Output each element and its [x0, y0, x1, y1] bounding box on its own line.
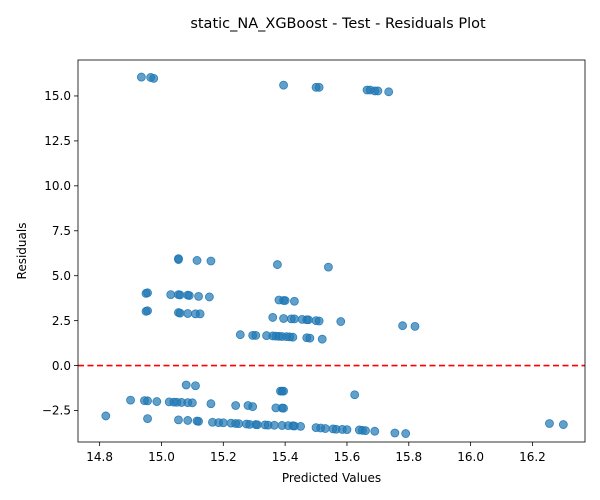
residual-point: [545, 419, 554, 428]
residual-point: [370, 426, 380, 436]
residual-point: [187, 398, 197, 408]
residual-point: [279, 314, 288, 323]
residual-point: [174, 415, 183, 425]
residual-point: [143, 396, 152, 406]
residual-point: [126, 395, 135, 405]
residual-point: [279, 403, 288, 413]
residual-point: [320, 424, 330, 433]
residual-point: [234, 419, 244, 429]
y-tick-label: 12.5: [44, 134, 71, 148]
residual-point: [272, 260, 282, 269]
y-axis-label: Residuals: [15, 223, 29, 280]
x-tick-label: 16.0: [457, 450, 484, 464]
y-tick-label: 10.0: [44, 179, 71, 193]
residual-point: [251, 330, 261, 340]
x-tick-label: 15.8: [395, 450, 422, 464]
residual-point: [401, 429, 411, 438]
residual-point: [268, 313, 278, 322]
residual-point: [206, 399, 216, 409]
residual-point: [231, 401, 241, 410]
residual-point: [192, 256, 202, 265]
residual-point: [305, 333, 315, 343]
residual-point: [350, 390, 360, 400]
residual-point: [384, 87, 394, 97]
residual-point: [141, 306, 151, 316]
y-tick-label: −2.5: [42, 404, 71, 418]
residual-point: [324, 262, 333, 272]
residual-point: [558, 420, 568, 429]
residual-point: [191, 381, 200, 391]
residual-point: [390, 428, 400, 438]
residual-point: [194, 416, 203, 426]
x-tick-label: 16.2: [519, 450, 546, 464]
residual-point: [303, 315, 313, 325]
residual-point: [361, 426, 370, 436]
residual-point: [166, 290, 176, 299]
residual-point: [373, 86, 383, 96]
y-tick-label: 5.0: [52, 269, 71, 283]
residual-point: [279, 80, 288, 90]
residual-point: [280, 296, 290, 305]
x-tick-label: 15.2: [210, 450, 237, 464]
residual-point: [235, 330, 245, 340]
y-tick-label: 2.5: [52, 314, 71, 328]
residual-point: [174, 255, 183, 264]
residual-point: [336, 317, 346, 326]
axes-frame: [77, 59, 586, 443]
residual-point: [141, 288, 151, 298]
residual-point: [184, 291, 194, 300]
residual-point: [181, 380, 191, 390]
y-tick-label: 7.5: [52, 224, 71, 238]
x-tick-label: 15.6: [334, 450, 361, 464]
residual-point: [314, 82, 324, 92]
residual-point: [143, 414, 152, 424]
residual-point: [410, 322, 420, 331]
residual-point: [252, 420, 262, 430]
y-tick-label: 15.0: [44, 89, 71, 103]
residual-point: [152, 397, 162, 406]
residual-point: [269, 420, 279, 430]
residual-point: [289, 314, 299, 324]
residual-point: [296, 421, 305, 431]
residual-point: [206, 256, 216, 266]
residual-point: [194, 291, 203, 301]
residual-point: [149, 73, 159, 83]
residual-point: [289, 296, 299, 306]
residual-point: [195, 309, 205, 319]
x-tick-label: 15.0: [148, 450, 175, 464]
residual-point: [204, 292, 214, 302]
y-tick-label: 0.0: [52, 359, 71, 373]
residual-point: [136, 72, 146, 82]
residual-point: [342, 425, 352, 435]
residual-point: [279, 386, 288, 396]
plot-area: [78, 72, 585, 438]
residual-point: [317, 334, 327, 344]
residual-point: [183, 416, 193, 425]
residual-point: [175, 290, 185, 300]
y-axis: −2.5 0.0 2.5 5.0 7.5 10.0 12.5 15.0: [42, 89, 78, 418]
residual-point: [314, 316, 324, 326]
x-axis-label: Predicted Values: [282, 471, 381, 485]
residual-point: [248, 402, 258, 411]
residual-point: [183, 309, 193, 318]
residual-point: [398, 321, 408, 331]
x-tick-label: 15.4: [272, 450, 299, 464]
residual-point: [288, 332, 298, 342]
chart-title: static_NA_XGBoost - Test - Residuals Plo…: [190, 16, 486, 32]
residual-point: [101, 411, 111, 421]
x-axis: 14.8 15.0 15.2 15.4 15.6 15.8 16.0 16.2: [86, 442, 546, 464]
residual-point: [218, 418, 228, 428]
x-tick-label: 14.8: [86, 450, 113, 464]
residual-point: [175, 308, 185, 318]
